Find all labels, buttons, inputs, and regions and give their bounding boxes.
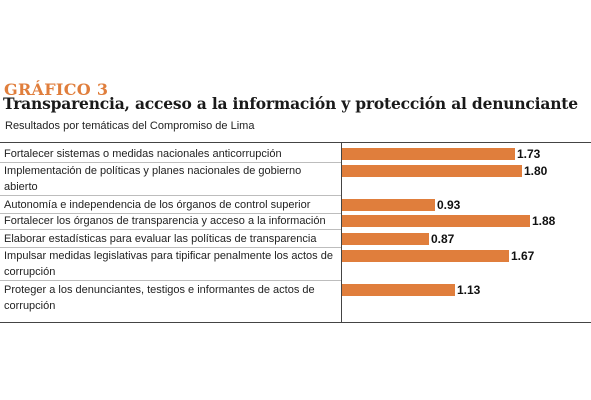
- top-rule: [0, 142, 591, 143]
- bar: [342, 284, 455, 296]
- bar: [342, 233, 429, 245]
- figure-label: GRÁFICO 3: [4, 80, 109, 99]
- bottom-rule: [0, 322, 591, 323]
- axis-line: [341, 143, 342, 322]
- category-label: Impulsar medidas legislativas para tipif…: [4, 250, 333, 278]
- row-separator: [0, 162, 341, 163]
- chart-subtitle: Resultados por temáticas del Compromiso …: [5, 120, 255, 132]
- bar-value-label: 1.73: [517, 147, 541, 161]
- bar-value-label: 1.88: [532, 214, 556, 228]
- category-label: Elaborar estadísticas para evaluar las p…: [4, 233, 317, 245]
- bar-value-label: 0.93: [437, 198, 461, 212]
- bar: [342, 148, 515, 160]
- row-separator: [0, 195, 341, 196]
- category-label: Fortalecer los órganos de transparencia …: [4, 215, 326, 227]
- row-separator: [0, 213, 341, 214]
- bar-value-label: 1.67: [511, 249, 535, 263]
- category-label: Fortalecer sistemas o medidas nacionales…: [4, 148, 282, 160]
- category-label: Implementación de políticas y planes nac…: [4, 165, 302, 193]
- row-separator: [0, 247, 341, 248]
- row-separator: [0, 229, 341, 230]
- bar-value-label: 1.13: [457, 283, 481, 297]
- bar: [342, 250, 509, 262]
- bar: [342, 199, 435, 211]
- chart-title: Transparencia, acceso a la información y…: [3, 94, 578, 113]
- bar-value-label: 0.87: [431, 232, 455, 246]
- bar: [342, 165, 522, 177]
- category-label: Proteger a los denunciantes, testigos e …: [4, 284, 315, 312]
- bar: [342, 215, 530, 227]
- bar-value-label: 1.80: [524, 164, 548, 178]
- row-separator: [0, 280, 341, 281]
- category-label: Autonomía e independencia de los órganos…: [4, 199, 311, 211]
